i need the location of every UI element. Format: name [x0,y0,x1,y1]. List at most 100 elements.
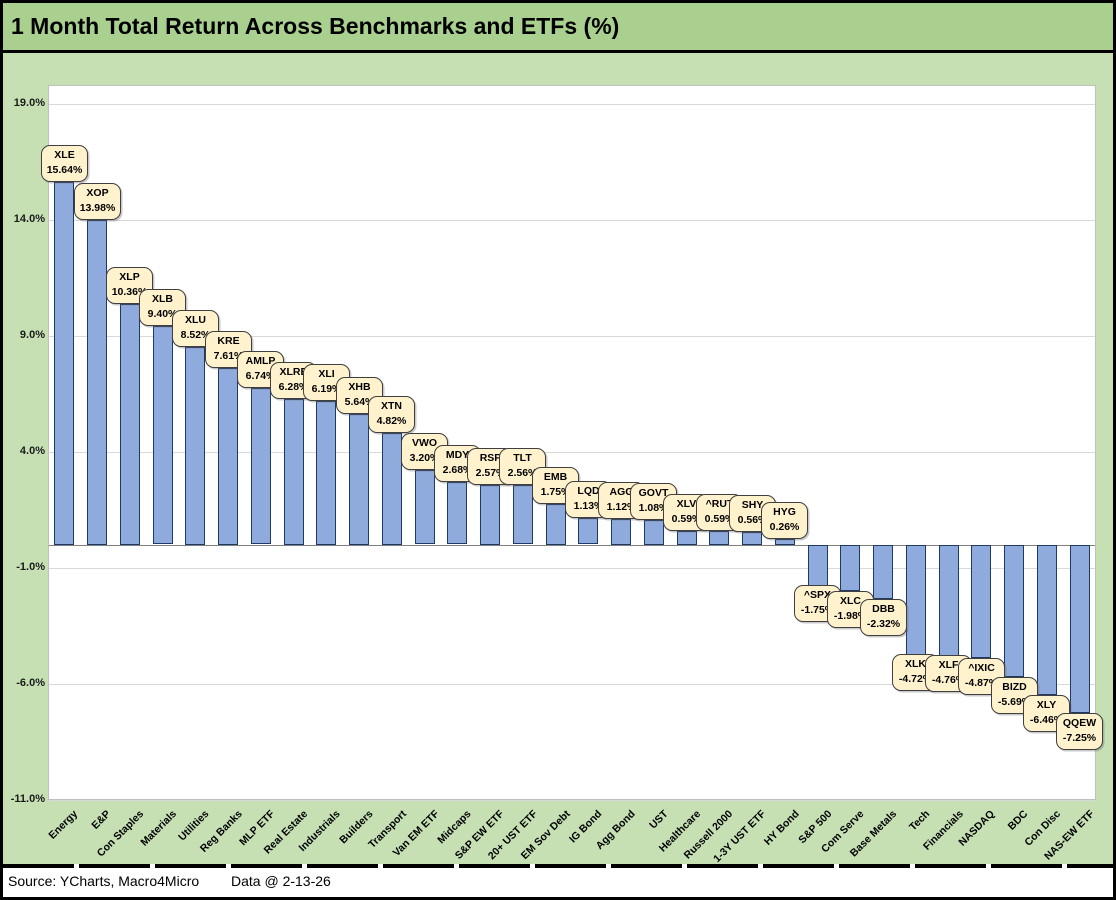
callout-value: -6.46% [1029,714,1064,726]
callout-value: 1.12% [606,501,637,513]
callout-ticker: QQEW [1062,717,1097,729]
bar-XOP [87,220,107,545]
bar-^RUT [709,531,729,545]
x-axis-label-18: UST [647,808,671,832]
callout-ticker: XLB [152,293,173,305]
data-label-XTN: XTN 4.82% [368,396,415,433]
data-label-XLP: XLP 10.36% [106,267,153,304]
callout-value: 6.74% [245,370,276,382]
callout-ticker: SHY [741,499,764,511]
callout-ticker: XLE [54,149,75,161]
gridline [49,104,1095,105]
callout-ticker: XLK [905,658,926,670]
callout-value: 1.08% [638,502,669,514]
y-axis-tick-label: 9.0% [19,329,45,341]
callout-ticker: LQD [577,485,600,497]
callout-ticker: XLRE [279,366,308,378]
callout-ticker: XLI [318,368,335,380]
gridline [49,452,1095,453]
y-axis-tick-label: 4.0% [19,445,45,457]
bar-XLI [316,401,336,545]
callout-value: -7.25% [1062,732,1097,744]
y-axis-tick-label: -1.0% [16,561,45,573]
bar-BIZD [1004,545,1024,677]
callout-ticker: GOVT [638,487,669,499]
data-label-XLU: XLU 8.52% [172,310,219,347]
footer-bar: Source: YCharts, Macro4Micro Data @ 2-13… [3,868,1113,897]
callout-value: 8.52% [180,329,211,341]
source-text: Source: YCharts, Macro4Micro [8,873,200,889]
bar-^IXIC [971,545,991,658]
bar-HYG [775,539,795,545]
callout-value: -4.72% [898,673,933,685]
callout-ticker: XLC [840,595,861,607]
callout-ticker: XTN [381,400,402,412]
callout-value: 3.20% [409,452,440,464]
callout-value: -1.75% [800,604,835,616]
callout-value: 13.98% [79,202,116,214]
callout-value: 2.56% [507,467,538,479]
bar-SHY [742,532,762,545]
callout-ticker: AGG [609,486,634,498]
callout-ticker: AMLP [245,355,276,367]
bar-XLB [153,326,173,544]
grid-separator [3,864,1113,868]
bar-XLRE [284,399,304,545]
bar-TLT [513,485,533,544]
callout-value: 0.59% [704,513,735,525]
callout-value: 2.68% [442,464,473,476]
callout-ticker: XHB [348,381,371,393]
data-date-text: Data @ 2-13-26 [231,873,331,889]
callout-ticker: DBB [872,603,895,615]
callout-ticker: XLF [938,659,959,671]
gridline [49,220,1095,221]
callout-ticker: EMB [543,471,568,483]
callout-ticker: ^SPX [803,589,832,601]
callout-ticker: XLY [1036,699,1057,711]
callout-value: 10.36% [111,286,148,298]
bar-GOVT [644,520,664,545]
callout-ticker: ^IXIC [968,662,995,674]
callout-ticker: BIZD [1002,681,1027,693]
callout-value: 7.61% [213,350,244,362]
bar-KRE [218,368,238,545]
bar-AMLP [251,388,271,544]
bar-XLV [677,531,697,545]
bar-XLU [185,347,205,545]
bar-XHB [349,414,369,545]
callout-ticker: VWO [411,437,438,449]
callout-value: 1.13% [573,500,604,512]
callout-ticker: XLP [119,271,140,283]
bar-QQEW [1070,545,1090,713]
callout-value: -1.98% [833,610,868,622]
chart-title-bar: 1 Month Total Return Across Benchmarks a… [3,3,1113,53]
callout-ticker: KRE [217,335,240,347]
callout-value: 6.28% [278,381,309,393]
callout-value: -5.69% [997,696,1032,708]
callout-value: -4.76% [931,674,966,686]
data-label-DBB: DBB -2.32% [860,599,907,636]
callout-value: 9.40% [147,308,178,320]
callout-value: 0.59% [671,513,702,525]
callout-ticker: HYG [773,506,796,518]
data-label-XLE: XLE 15.64% [41,145,88,182]
callout-value: 5.64% [344,396,375,408]
y-axis-tick-label: 14.0% [13,213,45,225]
callout-ticker: XLV [676,498,697,510]
x-axis-label-1: E&P [89,808,114,832]
callout-value: 1.75% [540,486,571,498]
bar-XLC [840,545,860,591]
callout-ticker: ^RUT [705,498,734,510]
bar-LQD [578,518,598,544]
bar-XLP [120,304,140,545]
callout-value: 2.57% [475,467,506,479]
chart-title: 1 Month Total Return Across Benchmarks a… [11,13,620,39]
bar-DBB [873,545,893,599]
x-axis-label-0: Energy [46,808,81,842]
data-label-XOP: XOP 13.98% [74,183,121,220]
callout-value: 0.26% [769,521,800,533]
callout-value: 4.82% [376,415,407,427]
callout-value: -2.32% [866,618,901,630]
callout-value: 0.56% [737,514,768,526]
